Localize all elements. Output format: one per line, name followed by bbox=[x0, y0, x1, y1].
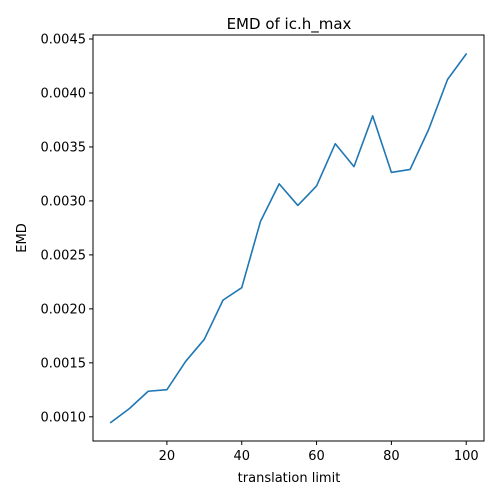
y-axis-label: EMD bbox=[15, 223, 30, 252]
series-line bbox=[109, 53, 468, 424]
series-layer bbox=[109, 53, 468, 424]
x-tick-label: 40 bbox=[233, 449, 250, 464]
y-tick-label: 0.0025 bbox=[41, 248, 87, 263]
y-tick-label: 0.0020 bbox=[41, 302, 87, 317]
x-tick-label: 60 bbox=[308, 449, 325, 464]
plot-frame bbox=[92, 34, 485, 442]
chart-title: EMD of ic.h_max bbox=[227, 15, 352, 34]
y-tick-label: 0.0030 bbox=[41, 194, 87, 209]
x-axis-label: translation limit bbox=[238, 471, 341, 486]
y-tick-label: 0.0010 bbox=[41, 410, 87, 425]
y-tick-label: 0.0045 bbox=[41, 32, 87, 47]
y-axis-ticks: 0.0010 0.0015 0.0020 0.0025 0.0030 0.0035 0.00… bbox=[41, 32, 93, 425]
x-axis-ticks: 20 40 60 80 100 bbox=[159, 441, 479, 464]
x-tick-label: 80 bbox=[383, 449, 400, 464]
x-tick-label: 100 bbox=[454, 449, 479, 464]
y-tick-label: 0.0040 bbox=[41, 86, 87, 101]
x-tick-label: 20 bbox=[159, 449, 176, 464]
y-tick-label: 0.0035 bbox=[41, 140, 87, 155]
y-tick-label: 0.0015 bbox=[41, 356, 87, 371]
